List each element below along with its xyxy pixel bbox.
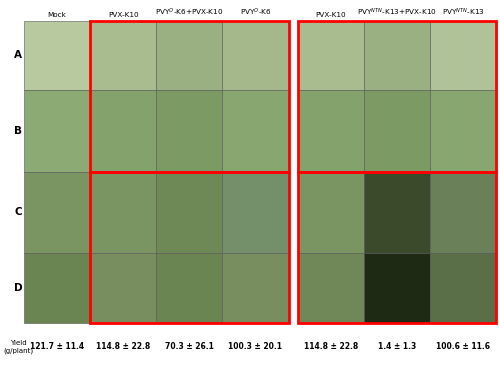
Text: A: A bbox=[14, 50, 22, 60]
Bar bbox=[430, 253, 496, 323]
Bar bbox=[364, 21, 430, 90]
Bar bbox=[298, 172, 364, 253]
Bar bbox=[90, 21, 156, 90]
Bar bbox=[24, 253, 90, 323]
Bar bbox=[222, 90, 288, 172]
Bar bbox=[90, 21, 288, 172]
Bar bbox=[90, 253, 156, 323]
Text: PVY$^{NTN}$-K13: PVY$^{NTN}$-K13 bbox=[442, 7, 484, 18]
Bar bbox=[430, 21, 496, 90]
Text: C: C bbox=[14, 207, 22, 217]
Bar bbox=[430, 90, 496, 172]
Bar bbox=[364, 253, 430, 323]
Text: 114.8 ± 22.8: 114.8 ± 22.8 bbox=[304, 342, 358, 351]
Bar bbox=[298, 253, 364, 323]
Bar bbox=[90, 172, 156, 253]
Text: D: D bbox=[14, 283, 22, 293]
Text: Mock: Mock bbox=[48, 12, 66, 18]
Bar bbox=[222, 21, 288, 90]
Bar bbox=[24, 90, 90, 172]
Bar bbox=[222, 172, 288, 253]
Bar bbox=[156, 172, 222, 253]
Bar bbox=[298, 172, 496, 323]
Bar bbox=[24, 21, 90, 90]
Text: 70.3 ± 26.1: 70.3 ± 26.1 bbox=[165, 342, 214, 351]
Bar bbox=[222, 253, 288, 323]
Bar bbox=[364, 90, 430, 172]
Text: 1.4 ± 1.3: 1.4 ± 1.3 bbox=[378, 342, 416, 351]
Bar bbox=[24, 172, 90, 253]
Text: 100.3 ± 20.1: 100.3 ± 20.1 bbox=[228, 342, 282, 351]
Bar bbox=[156, 90, 222, 172]
Text: PVX-K10: PVX-K10 bbox=[316, 12, 346, 18]
Bar bbox=[298, 21, 364, 90]
Bar bbox=[90, 172, 288, 323]
Text: B: B bbox=[14, 126, 22, 136]
Text: Yield
(g/plant): Yield (g/plant) bbox=[3, 340, 33, 354]
Bar bbox=[90, 90, 156, 172]
Text: 114.8 ± 22.8: 114.8 ± 22.8 bbox=[96, 342, 150, 351]
Bar bbox=[298, 21, 496, 172]
Text: PVX-K10: PVX-K10 bbox=[108, 12, 138, 18]
Text: 100.6 ± 11.6: 100.6 ± 11.6 bbox=[436, 342, 490, 351]
Text: PVY$^{O}$-K6: PVY$^{O}$-K6 bbox=[240, 7, 272, 18]
Bar bbox=[430, 172, 496, 253]
Text: 121.7 ± 11.4: 121.7 ± 11.4 bbox=[30, 342, 84, 351]
Bar bbox=[364, 172, 430, 253]
Bar bbox=[156, 21, 222, 90]
Text: PVY$^{NTN}$-K13+PVX-K10: PVY$^{NTN}$-K13+PVX-K10 bbox=[357, 7, 436, 18]
Text: PVY$^{O}$-K6+PVX-K10: PVY$^{O}$-K6+PVX-K10 bbox=[155, 7, 224, 18]
Bar bbox=[298, 90, 364, 172]
Bar bbox=[156, 253, 222, 323]
